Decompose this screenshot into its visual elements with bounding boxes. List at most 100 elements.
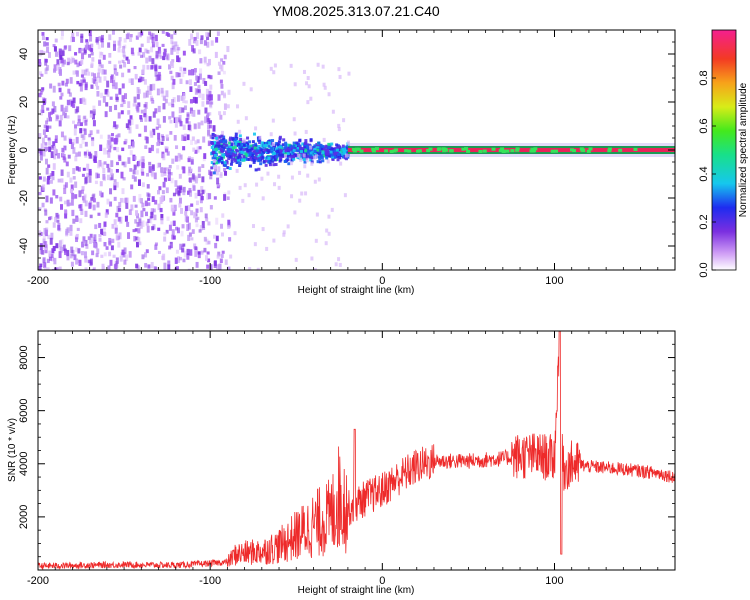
spectrogram-cell [219,79,223,84]
spectrogram-cell [50,253,54,258]
spectrogram-cell [140,210,144,218]
spectrogram-cell [82,116,86,124]
spectrogram-cell [98,234,102,238]
spectrogram-cell [190,110,194,117]
spectrogram-cell [93,241,97,248]
spectrogram-cell [89,200,93,208]
spectrogram-cell [159,207,163,213]
spectrogram-cell [144,101,148,109]
spectrogram-cell [198,146,202,150]
spectrogram-cell [274,162,278,166]
spectrogram-cell [316,148,320,152]
spectrogram-cell [45,227,49,233]
spectrogram-cell [111,238,115,243]
spectrogram-cell [102,226,106,231]
spectrogram-cell [92,105,96,112]
spectrogram-cell [96,85,100,90]
spectrogram-cell [94,180,98,185]
spectrogram-cell [533,147,538,151]
spectrogram-cell [253,146,257,150]
colorbar-axis: 0.00.20.40.60.8 [698,29,737,278]
spectrogram-cell [265,155,269,159]
spectrogram-cell [43,262,47,269]
spectrogram-cell [162,253,166,261]
spectrogram-cell [46,258,50,264]
spectrogram-cell [240,143,244,147]
spectrogram-cell [90,72,94,77]
spectrogram-cell [151,173,155,178]
spectrogram-cell [152,111,156,118]
spectrogram-cell [50,151,54,159]
spectrogram-cell [233,153,237,157]
spectrogram-cell [227,150,231,154]
spectrogram-cell [188,69,192,76]
spectrogram-cell [76,227,80,231]
spectrogram-cell [123,54,127,59]
spectrogram-cell [288,148,292,152]
spectrogram-cell [41,109,45,113]
spectrogram-cell [216,183,220,187]
spectrogram-cell [169,131,173,135]
spectrogram-cell [226,166,230,170]
spectrogram-cell [47,164,51,168]
spectrogram-cell [217,146,221,150]
spectrogram-cell [98,222,102,228]
spectrogram-cell [194,97,198,104]
spectrogram-cell [178,173,182,179]
spectrogram-cell [120,110,124,115]
spectrogram-cell [149,130,153,136]
spectrogram-cell [45,167,49,175]
spectrogram-cell [233,159,237,163]
spectrogram-cell [226,196,230,200]
spectrogram-cell [127,68,131,73]
spectrogram-cell [151,100,155,104]
spectrogram-cell [188,39,192,46]
spectrogram-cell [167,174,171,182]
spectrogram-cell [167,102,171,106]
spectrogram-xtick-label: 0 [379,275,385,287]
spectrogram-cell [121,188,125,195]
spectrogram-cell [70,199,74,206]
spectrogram-cell [76,122,80,127]
spectrogram-cell [67,202,71,206]
spectrogram-cell [428,147,433,151]
spectrogram-cell [214,147,218,151]
spectrogram-cell [441,147,446,151]
spectrogram-cell [193,36,197,41]
spectrogram-cell [215,217,219,225]
spectrogram-cell [118,232,122,240]
spectrogram-cell [169,243,173,248]
spectrogram-cell [64,209,68,215]
spectrogram-cell [124,215,128,222]
spectrogram-cell [181,71,185,78]
spectrogram-cell [103,252,107,257]
spectrogram-cell [200,185,204,193]
spectrogram-cell [108,140,112,146]
spectrogram-cell [84,154,88,158]
spectrogram-cell [302,69,306,74]
spectrogram-cell [74,194,78,199]
snr-xtick-label: 0 [379,575,385,587]
spectrogram-cell [138,198,142,203]
spectrogram-cell [131,175,135,179]
spectrogram-cell [54,135,58,140]
spectrogram-cell [191,229,195,234]
spectrogram-cell [144,145,148,149]
spectrogram-cell [166,151,170,156]
spectrogram-cell [85,68,89,72]
spectrogram-cell [309,158,313,162]
spectrogram-cell [321,64,325,69]
spectrogram-heatmap [38,30,675,270]
spectrogram-cell [88,168,92,176]
spectrogram-cell [298,198,302,203]
spectrogram-ytick-label: 0 [18,147,30,153]
spectrogram-cell [45,37,49,41]
spectrogram-cell [117,112,121,119]
spectrogram-cell [342,155,346,159]
spectrogram-cell [227,266,231,270]
spectrogram-cell [343,193,347,198]
spectrogram-cell [176,48,180,55]
spectrogram-cell [236,104,240,109]
spectrogram-cell [316,155,320,159]
